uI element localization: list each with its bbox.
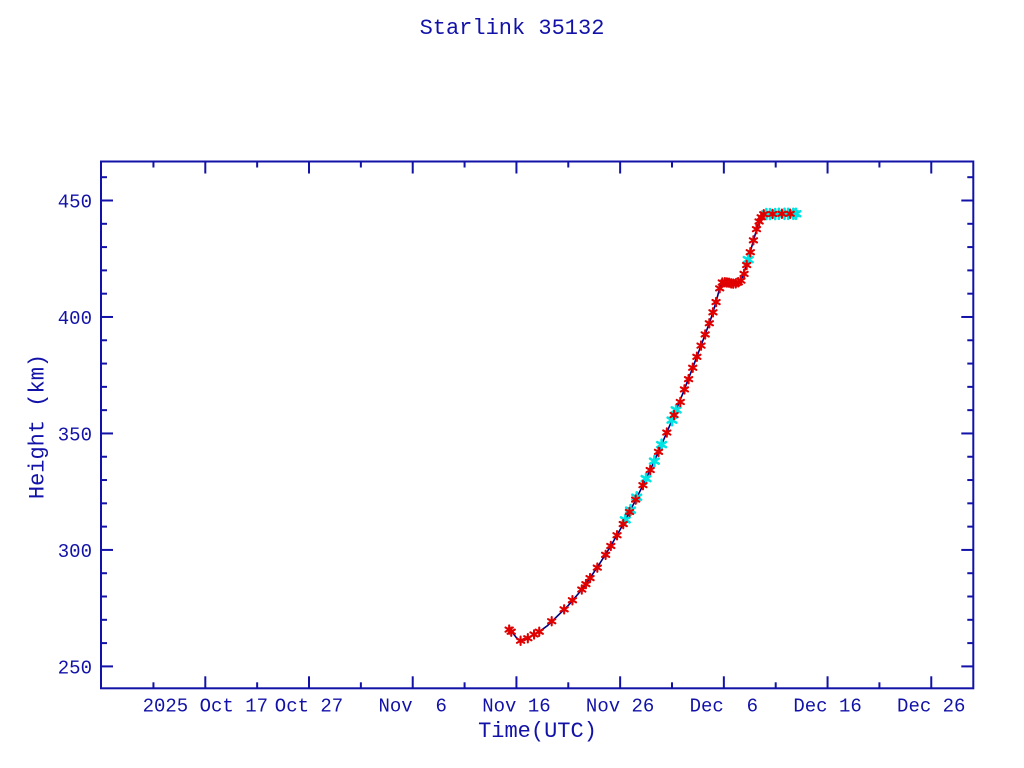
data-point-red (696, 340, 706, 351)
data-point-red (711, 296, 721, 308)
data-point-red (669, 409, 679, 421)
data-point-red (785, 208, 795, 220)
data-point-red (559, 604, 569, 615)
data-point-red (606, 540, 616, 552)
data-point-red (529, 629, 539, 640)
data-point-red (751, 223, 762, 235)
data-point-red (581, 578, 591, 590)
chart-title: Starlink 35132 (419, 16, 605, 41)
data-point-red (653, 446, 664, 458)
data-point-red (777, 208, 787, 220)
data-point-red (585, 572, 595, 584)
data-point-red (506, 626, 516, 637)
data-point-red (767, 208, 778, 220)
data-point-red (523, 632, 533, 644)
data-point-red (704, 318, 715, 329)
data-point-red (741, 259, 752, 271)
x-tick-label: Dec 16 (793, 695, 861, 717)
y-tick-label: 400 (58, 308, 92, 330)
data-point-cyan (648, 454, 660, 468)
data-point-red (688, 362, 698, 374)
y-tick-label: 350 (58, 424, 92, 446)
data-point-red (759, 208, 769, 220)
y-axis-label: Height (km) (25, 353, 51, 500)
data-point-red (748, 235, 759, 246)
x-tick-label: Nov 26 (586, 695, 654, 717)
data-point-red (739, 268, 749, 280)
y-tick-label: 300 (58, 541, 92, 563)
height-profile-line (508, 213, 796, 642)
data-point-red (708, 307, 718, 318)
y-tick-label: 450 (58, 192, 92, 214)
data-point-red (645, 464, 655, 476)
data-point-red (631, 494, 641, 505)
x-tick-label: Dec 6 (690, 695, 758, 717)
data-point-red (700, 329, 710, 340)
data-point-red (679, 384, 690, 395)
data-point-cyan (655, 438, 668, 451)
x-axis-label: Time(UTC) (478, 719, 597, 744)
data-point-red (683, 373, 694, 385)
x-tick-label: Nov 6 (379, 695, 447, 717)
x-tick-label: 2025 Oct 17 (143, 695, 268, 717)
data-point-red (624, 506, 635, 518)
y-tick-label: 250 (58, 657, 92, 679)
data-point-red (515, 635, 526, 647)
data-point-red (638, 479, 648, 491)
x-tick-label: Nov 16 (482, 695, 550, 717)
x-tick-label: Oct 27 (275, 695, 343, 717)
x-tick-label: Dec 26 (897, 695, 965, 717)
data-point-red (612, 529, 622, 541)
data-point-red (567, 594, 578, 606)
data-point-red (692, 351, 702, 363)
axes-frame (100, 160, 975, 690)
data-point-red (592, 562, 603, 573)
data-point-red (736, 275, 746, 286)
data-point-red (618, 518, 628, 530)
data-point-red (534, 626, 544, 637)
data-point-red (745, 246, 755, 258)
data-point-red (547, 615, 557, 627)
data-point-red (600, 549, 611, 561)
data-point-red (662, 427, 672, 438)
data-point-red (675, 396, 685, 408)
